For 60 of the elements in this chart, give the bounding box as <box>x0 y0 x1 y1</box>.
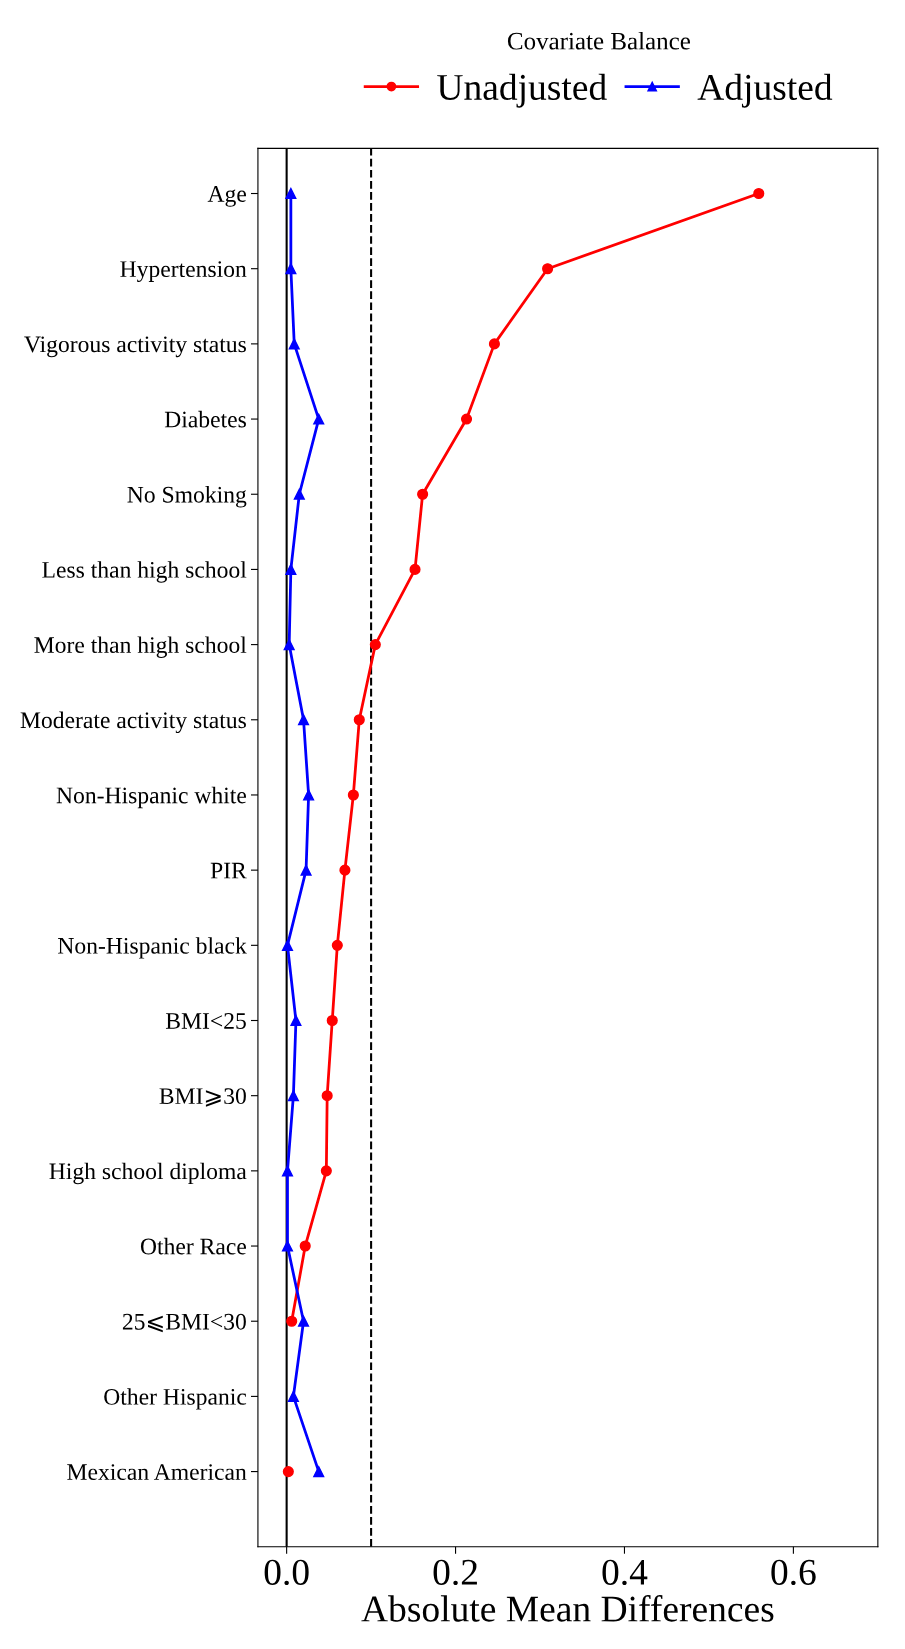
legend-label: Adjusted <box>697 73 833 108</box>
point <box>293 488 305 500</box>
point <box>320 1165 332 1177</box>
point <box>281 1165 294 1177</box>
y-tick-label: Hypertension <box>120 261 247 282</box>
point <box>288 338 300 350</box>
point <box>286 1315 298 1327</box>
point <box>313 1466 325 1478</box>
point <box>313 413 325 425</box>
point <box>287 1090 299 1102</box>
point <box>326 1014 338 1027</box>
legend-title: Covariate Balance <box>507 32 690 50</box>
point <box>282 1466 294 1478</box>
y-tick-label: Diabetes <box>164 410 246 428</box>
x-tick-label: 0.6 <box>771 1559 816 1586</box>
point <box>290 1014 302 1027</box>
y-tick-label: Mexican American <box>67 1464 247 1481</box>
point <box>297 714 310 726</box>
y-tick-label: Less than high school <box>42 561 247 583</box>
point <box>460 413 473 425</box>
y-tick-label: Non-Hispanic white <box>56 786 246 809</box>
point <box>285 187 297 200</box>
point <box>542 263 554 275</box>
y-tick-label: 25⩽BMI<30 <box>122 1313 246 1333</box>
x-tick-label: 0.0 <box>264 1559 309 1586</box>
point <box>285 263 297 275</box>
y-tick-label: Other Race <box>140 1237 246 1255</box>
point <box>753 187 765 200</box>
point <box>299 1240 311 1252</box>
point <box>303 789 315 801</box>
point <box>331 939 343 951</box>
y-tick-label: Age <box>207 186 246 207</box>
point <box>297 1315 310 1327</box>
point <box>281 939 294 951</box>
point <box>409 563 421 575</box>
point <box>339 864 351 876</box>
point <box>347 789 359 801</box>
y-tick-label: No Smoking <box>127 486 247 508</box>
point <box>287 1390 299 1402</box>
y-tick-label: Moderate activity status <box>20 711 246 734</box>
y-tick-label: BMI<25 <box>165 1013 246 1029</box>
legend-label: Unadjusted <box>437 73 607 108</box>
point <box>369 639 381 651</box>
point <box>285 563 297 575</box>
point <box>353 714 365 726</box>
point <box>417 488 429 500</box>
y-tick-label: High school diploma <box>49 1162 247 1185</box>
point <box>283 639 295 651</box>
y-tick-label: PIR <box>210 862 247 879</box>
y-tick-label: BMI⩾30 <box>159 1088 246 1107</box>
y-tick-label: Non-Hispanic black <box>58 937 247 959</box>
point <box>321 1090 333 1102</box>
x-tick-label: 0.4 <box>602 1559 648 1586</box>
y-tick-label: Other Hispanic <box>104 1388 247 1410</box>
y-tick-label: More than high school <box>34 636 247 658</box>
x-axis-title: Absolute Mean Differences <box>361 1594 774 1622</box>
point <box>281 1240 294 1252</box>
point <box>488 338 500 350</box>
x-tick-label: 0.2 <box>433 1559 477 1586</box>
y-tick-label: Vigorous activity status <box>24 336 246 358</box>
